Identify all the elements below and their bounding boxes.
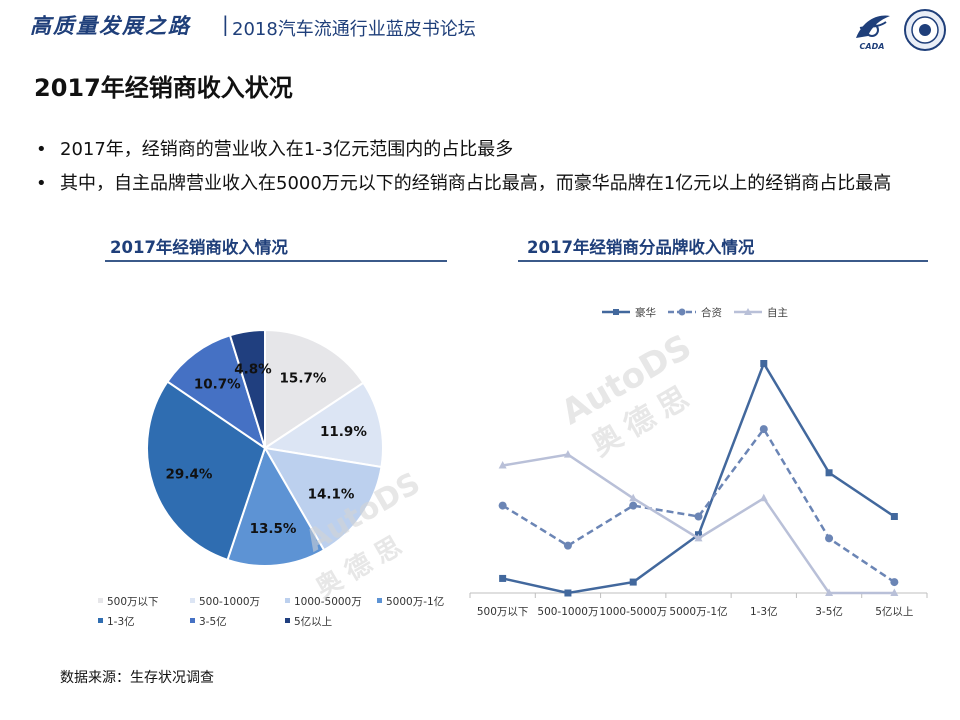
pie-slice xyxy=(146,380,267,562)
series-marker xyxy=(760,360,768,367)
page-title: 2017年经销商收入状况 xyxy=(34,74,293,102)
pie-data-label: 11.9% xyxy=(320,424,367,440)
pie-data-label: 4.8% xyxy=(234,362,272,378)
series-marker xyxy=(563,450,572,458)
pie-slice xyxy=(228,328,266,449)
pie-slice xyxy=(262,381,384,469)
x-tick-label: 3-5亿 xyxy=(815,605,843,618)
legend-marker xyxy=(678,308,686,316)
pie-data-label: 14.1% xyxy=(308,487,355,503)
pie-chart-title: 2017年经销商收入情况 xyxy=(110,238,288,257)
series-marker xyxy=(498,501,507,510)
pie-data-label: 29.4% xyxy=(166,467,213,483)
pie-slice xyxy=(166,334,267,451)
legend-swatch xyxy=(190,598,195,603)
line-chart: 500万以下 500-1000万 1000-5000万 5000万-1亿 1-3亿 3-5… xyxy=(469,306,928,618)
legend-label: 豪华 xyxy=(635,306,656,319)
x-tick-label: 500万以下 xyxy=(477,606,529,618)
series-marker xyxy=(825,534,834,543)
pie-slice xyxy=(264,328,365,450)
legend-swatch xyxy=(377,598,382,603)
data-source: 数据来源：生存状况调查 xyxy=(60,670,214,686)
bullet-item: 2017年，经销商的营业收入在1-3亿元范围内的占比最多 xyxy=(34,138,934,162)
series-marker xyxy=(629,493,638,502)
legend-label: 3-5亿 xyxy=(199,615,227,628)
series-marker xyxy=(629,501,638,510)
series-marker xyxy=(825,588,834,596)
bullet-item: 其中，自主品牌营业收入在5000万元以下的经销商占比最高，而豪华品牌在1亿元以上… xyxy=(34,172,934,196)
legend-swatch xyxy=(98,598,103,603)
legend-label: 合资 xyxy=(701,306,722,319)
x-tick-label: 1-3亿 xyxy=(750,605,778,618)
x-tick-label: 500-1000万 xyxy=(537,606,598,618)
pie-slice xyxy=(263,446,383,552)
pie-data-label: 13.5% xyxy=(250,521,297,537)
pie-slice xyxy=(226,445,326,567)
brand-slogan: 高质量发展之路 xyxy=(30,13,191,38)
series-marker xyxy=(759,425,768,434)
legend-swatch xyxy=(285,598,290,603)
header-separator: | xyxy=(222,12,229,36)
series-marker xyxy=(890,513,898,520)
legend-swatch xyxy=(98,618,103,623)
series-marker xyxy=(564,589,572,597)
series-marker xyxy=(759,493,768,502)
legend-marker xyxy=(744,308,752,315)
series-marker xyxy=(825,469,833,477)
line-title-underline xyxy=(518,260,928,262)
svg-text:CADA: CADA xyxy=(860,42,885,51)
pie-data-label: 10.7% xyxy=(194,377,241,393)
series-marker xyxy=(498,461,507,469)
cada-logo-icon: CADA xyxy=(856,15,890,51)
pie-title-underline xyxy=(105,260,447,262)
header: 高质量发展之路 | 2018汽车流通行业蓝皮书论坛 CADA xyxy=(0,0,960,58)
series-marker xyxy=(890,578,899,587)
legend-swatch xyxy=(285,618,290,623)
legend-label: 5000万-1亿 xyxy=(386,595,444,608)
series-marker xyxy=(694,533,703,542)
legend-marker xyxy=(613,309,619,315)
series-marker xyxy=(694,512,703,521)
legend-label: 500万以下 xyxy=(107,596,159,608)
legend-label: 自主 xyxy=(767,306,788,319)
series-marker xyxy=(890,588,899,596)
legend-label: 1000-5000万 xyxy=(294,596,362,608)
x-tick-label: 5亿以上 xyxy=(875,605,913,618)
legend-swatch xyxy=(190,618,195,623)
association-seal-icon xyxy=(904,9,946,51)
x-tick-label: 5000万-1亿 xyxy=(669,605,727,618)
pie-chart: 15.7% 11.9% 14.1% 13.5% 29.4% 10.7%4.8% 500万以下… xyxy=(98,328,444,628)
series-marker xyxy=(499,574,507,582)
line-chart-title: 2017年经销商分品牌收入情况 xyxy=(527,238,755,257)
series-line-1 xyxy=(501,426,896,584)
legend-label: 500-1000万 xyxy=(199,596,260,608)
bullet-list: 2017年，经销商的营业收入在1-3亿元范围内的占比最多 其中，自主品牌营业收入… xyxy=(34,138,934,206)
series-marker xyxy=(629,578,637,586)
x-tick-label: 1000-5000万 xyxy=(599,606,667,618)
series-line-0 xyxy=(502,360,896,595)
series-line-2 xyxy=(502,453,895,595)
forum-title: 2018汽车流通行业蓝皮书论坛 xyxy=(232,19,476,40)
pie-data-label: 15.7% xyxy=(280,370,327,386)
legend-label: 1-3亿 xyxy=(107,615,135,628)
legend-label: 5亿以上 xyxy=(294,615,332,628)
series-marker xyxy=(563,541,572,550)
